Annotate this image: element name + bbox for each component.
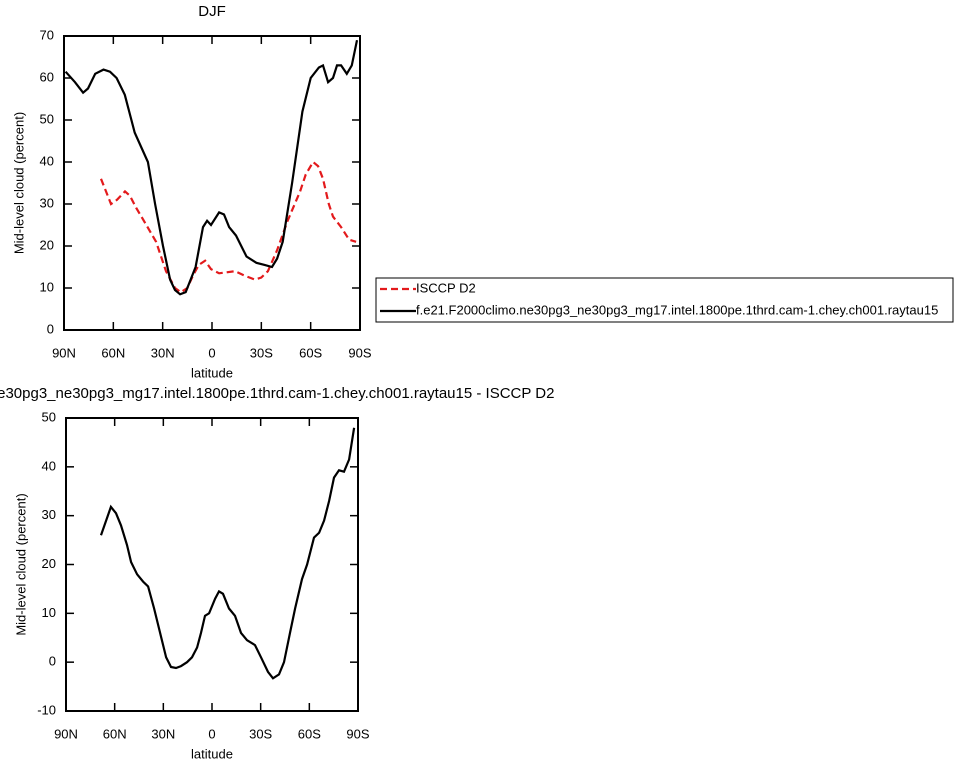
x-tick-label: 30N (151, 345, 175, 360)
y-tick-label: 70 (40, 27, 54, 42)
y-axis-label: Mid-level cloud (percent) (11, 112, 26, 254)
x-tick-label: 60S (299, 345, 322, 360)
x-tick-label: 0 (208, 345, 215, 360)
y-tick-label: 0 (47, 321, 54, 336)
plot-frame (63, 35, 361, 331)
x-tick-label: 0 (208, 726, 215, 741)
y-tick-label: 40 (40, 153, 54, 168)
chart-title: f.e21.F2000climo.ne30pg3_ne30pg3_mg17.in… (0, 385, 554, 402)
chart-title: DJF (198, 3, 226, 20)
plot-frame (65, 417, 359, 712)
x-tick-label: 30S (250, 345, 273, 360)
y-tick-label: 0 (49, 654, 56, 669)
y-tick-label: 30 (42, 507, 56, 522)
x-tick-label: 60N (103, 726, 127, 741)
x-tick-label: 90S (346, 726, 369, 741)
legend-box (375, 277, 954, 323)
x-tick-label: 90N (54, 726, 78, 741)
y-tick-label: 30 (40, 195, 54, 210)
data-line (99, 160, 357, 294)
y-axis-label: Mid-level cloud (percent) (13, 493, 28, 635)
y-tick-label: 20 (42, 556, 56, 571)
legend-label: f.e21.F2000climo.ne30pg3_ne30pg3_mg17.in… (416, 302, 938, 317)
y-tick-label: 50 (42, 409, 56, 424)
x-tick-label: 90N (52, 345, 76, 360)
y-tick-label: 10 (40, 279, 54, 294)
y-tick-label: 10 (42, 605, 56, 620)
data-line (64, 39, 359, 296)
data-line (99, 427, 356, 680)
x-tick-label: 30S (249, 726, 272, 741)
y-tick-label: -10 (37, 702, 56, 717)
y-tick-label: 40 (42, 458, 56, 473)
y-tick-label: 60 (40, 69, 54, 84)
x-axis-label: latitude (191, 746, 233, 761)
x-tick-label: 30N (151, 726, 175, 741)
y-tick-label: 50 (40, 111, 54, 126)
legend-label: ISCCP D2 (416, 280, 476, 295)
x-axis-label: latitude (191, 365, 233, 380)
x-tick-label: 60S (298, 726, 321, 741)
x-tick-label: 90S (348, 345, 371, 360)
y-tick-label: 20 (40, 237, 54, 252)
x-tick-label: 60N (101, 345, 125, 360)
